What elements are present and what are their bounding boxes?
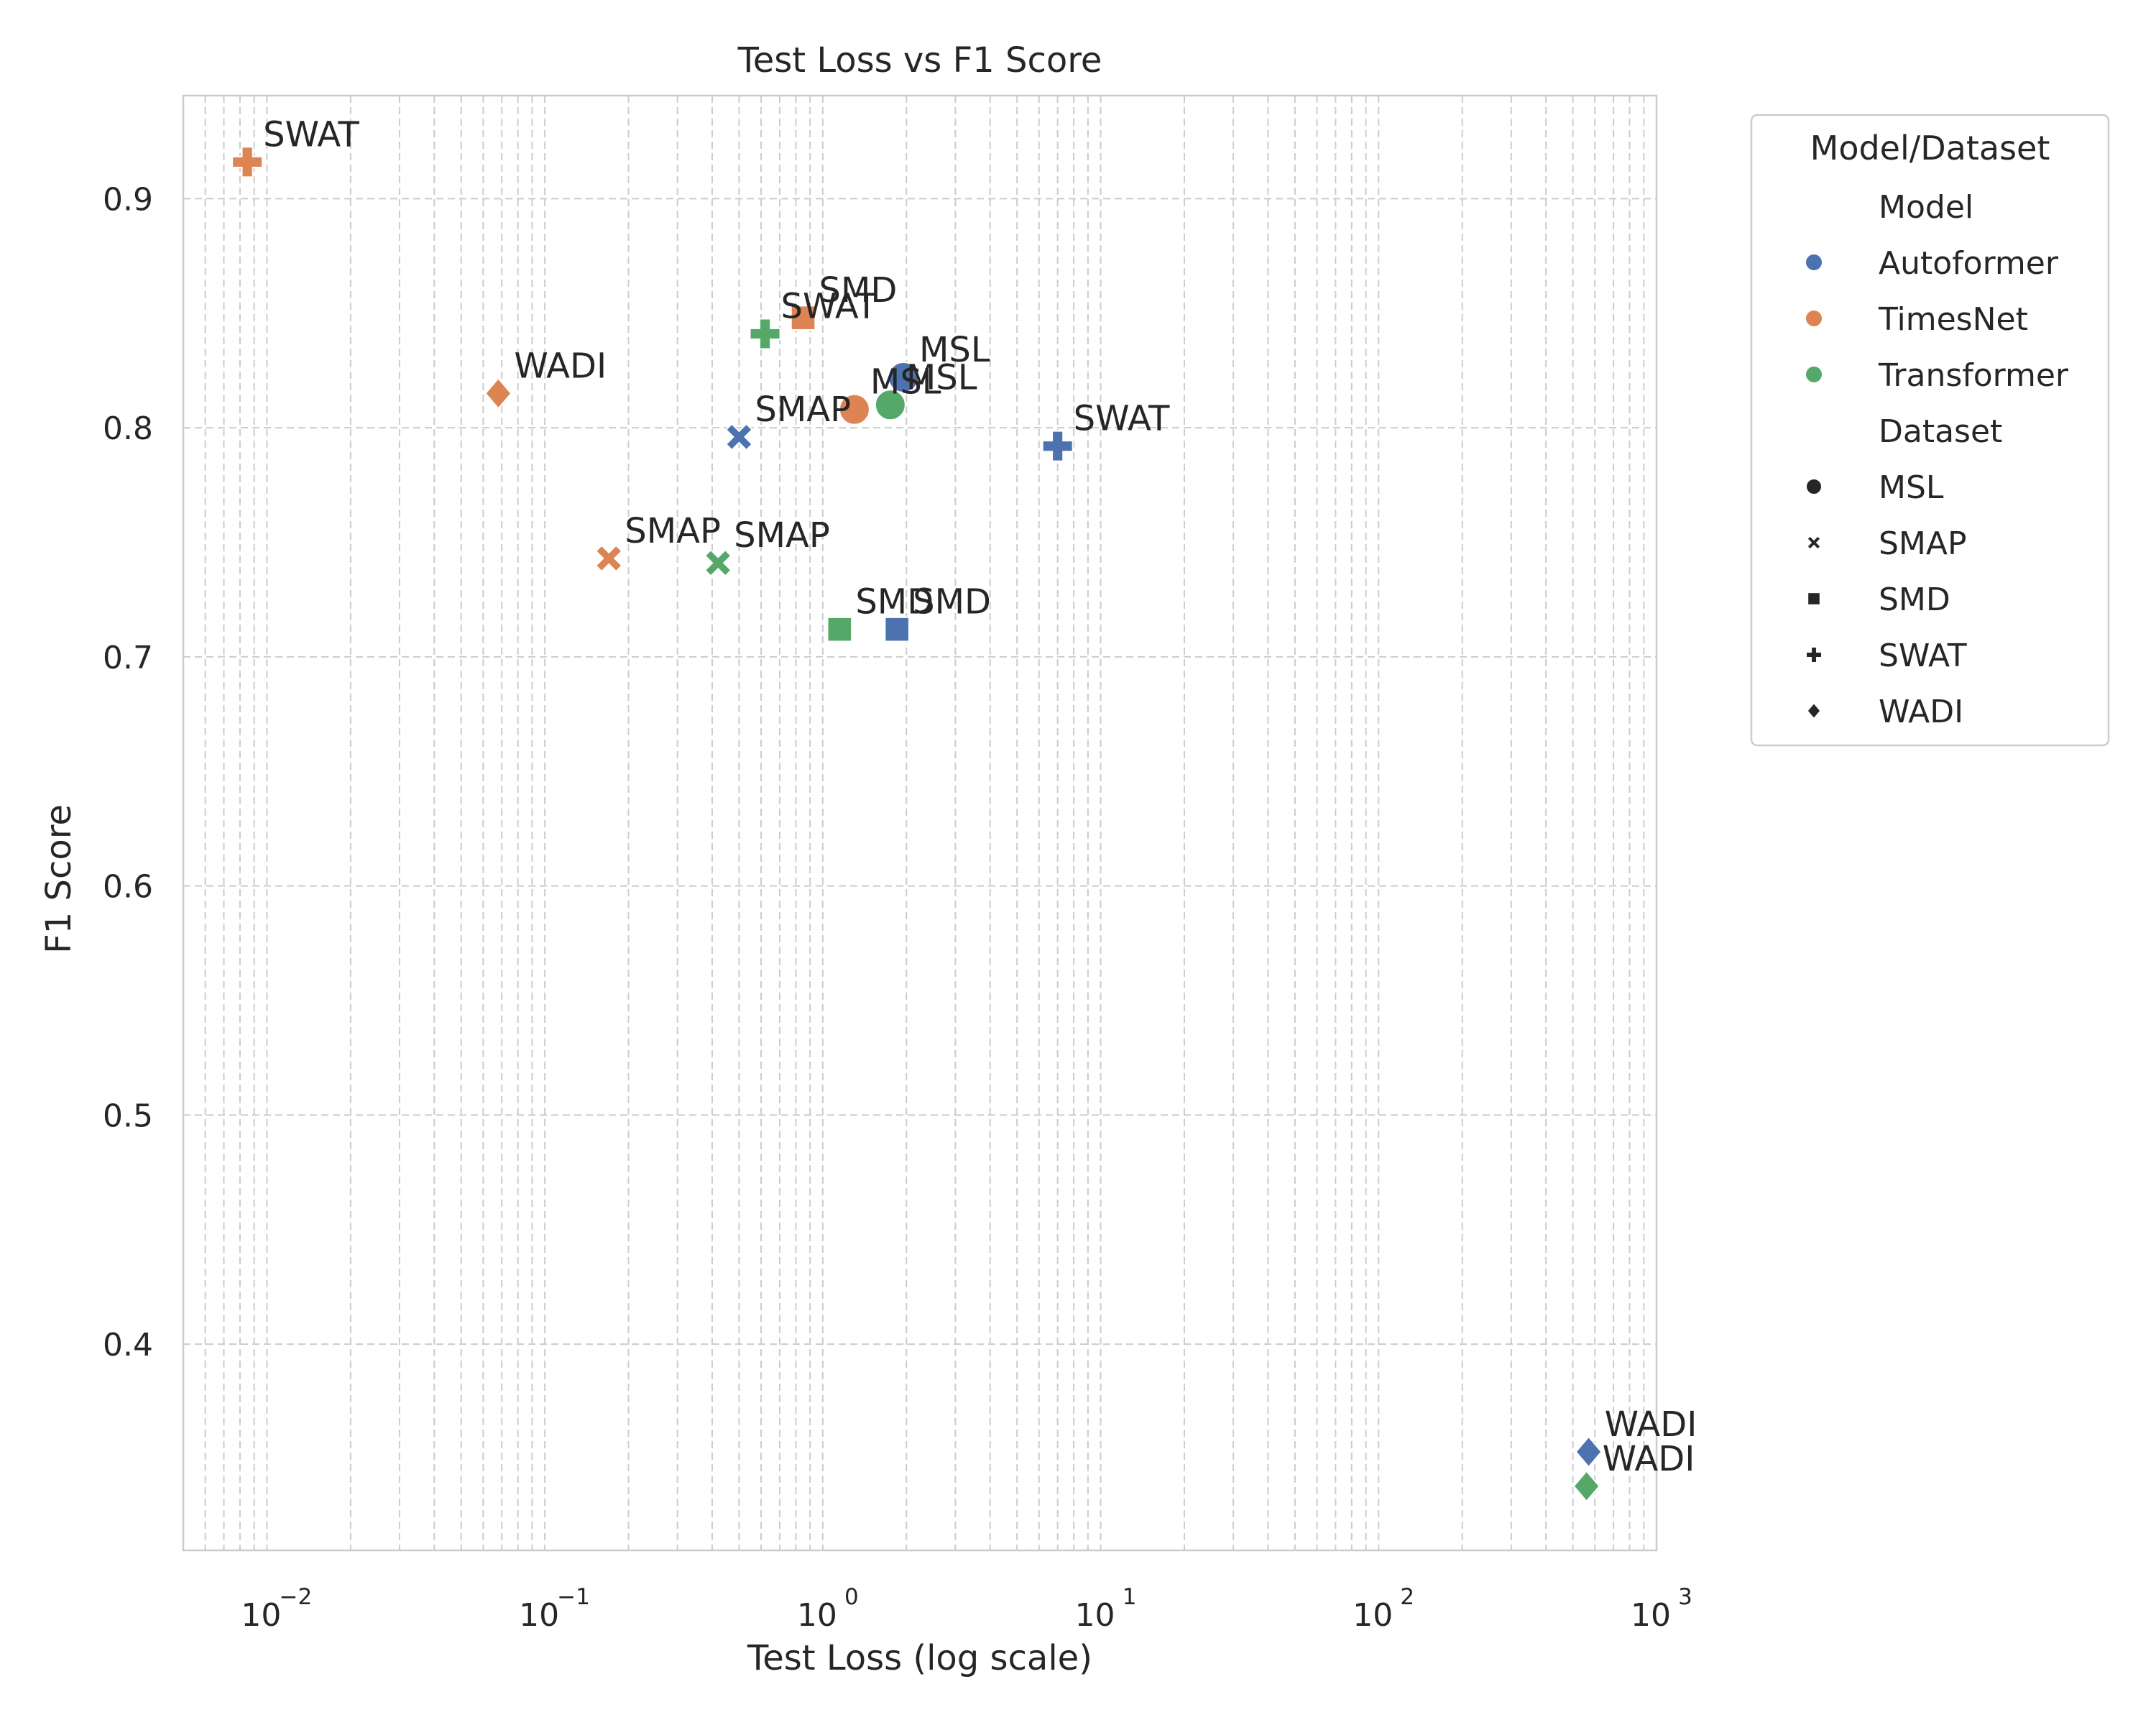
legend-swatch-transformer	[1805, 365, 1823, 384]
legend-model-heading: Model	[1879, 189, 1973, 226]
legend-item-label: SMAP	[1879, 525, 1967, 562]
y-tick-label: 0.6	[103, 869, 153, 906]
point-timesnet-wadi	[484, 377, 512, 410]
x-axis-label: Test Loss (log scale)	[747, 1638, 1092, 1678]
x-tick-exponent: −1	[557, 1584, 590, 1610]
y-tick-label: 0.9	[103, 181, 153, 218]
x-tick-exponent: 1	[1123, 1584, 1137, 1610]
point-label: WADI	[1603, 1439, 1695, 1479]
point-timesnet-msl	[838, 393, 870, 426]
x-tick-label: 10	[241, 1597, 281, 1634]
y-tick-label: 0.7	[103, 640, 153, 676]
point-transformer-smd	[826, 616, 853, 643]
x-tick-labels: 10−2 10−1 10 0 10 1 10 2 10 3	[241, 1584, 1692, 1634]
legend-item-label: WADI	[1879, 694, 1963, 730]
point-label: SMD	[855, 582, 934, 622]
legend-title: Model/Dataset	[1810, 129, 2050, 167]
x-tick-label: 10	[1075, 1597, 1115, 1634]
point-label: SMD	[819, 270, 898, 310]
y-tick-labels: 0.4 0.5 0.6 0.7 0.8 0.9	[103, 181, 153, 1363]
plot-frame	[182, 94, 1658, 1552]
y-tick-label: 0.8	[103, 410, 153, 447]
x-tick-label: 10	[1631, 1597, 1671, 1634]
legend-marker-smap	[1806, 535, 1822, 551]
x-tick-exponent: 3	[1678, 1584, 1692, 1610]
point-label: WADI	[1605, 1404, 1697, 1445]
legend-swatch-timesnet	[1805, 309, 1823, 328]
x-tick-exponent: −2	[280, 1584, 313, 1610]
y-tick-label: 0.4	[103, 1327, 153, 1363]
legend-box	[1750, 114, 2110, 747]
legend: Model/Dataset Model Autoformer TimesNet Tra…	[1750, 114, 2110, 747]
x-tick-exponent: 2	[1400, 1584, 1414, 1610]
point-autoformer-smap	[724, 423, 753, 451]
point-transformer-smap	[704, 548, 732, 577]
legend-item-label: SWAT	[1879, 638, 1967, 674]
legend-dataset-heading: Dataset	[1879, 413, 2002, 450]
point-label: SWAT	[263, 114, 359, 155]
legend-swatch-autoformer	[1805, 253, 1823, 272]
point-label: WADI	[514, 346, 607, 386]
point-autoformer-smd	[884, 616, 910, 643]
legend-marker-smd	[1807, 592, 1821, 606]
point-label: SMAP	[755, 390, 851, 430]
legend-items: Model Autoformer TimesNet Transformer Datase…	[1805, 189, 2069, 730]
x-tick-label: 10	[519, 1597, 559, 1634]
point-label: SMAP	[625, 511, 721, 551]
point-label: MSL	[919, 330, 990, 370]
legend-item-label: Autoformer	[1879, 245, 2059, 282]
x-tick-label: 10	[1353, 1597, 1393, 1634]
y-axis-label: F1 Score	[39, 804, 79, 954]
point-autoformer-swat	[1041, 430, 1074, 462]
point-label: MSL	[906, 357, 977, 397]
point-label: SMAP	[734, 515, 830, 556]
legend-item-label: SMD	[1879, 581, 1950, 618]
minor-gridlines	[183, 96, 1645, 1550]
point-label: SWAT	[1074, 399, 1170, 439]
point-autoformer-msl	[888, 362, 920, 394]
y-tick-label: 0.5	[103, 1098, 153, 1134]
point-label: SWAT	[781, 286, 877, 326]
chart-title: Test Loss vs F1 Score	[737, 40, 1102, 80]
point-transformer-msl	[874, 389, 906, 421]
point-label: MSL	[870, 362, 941, 402]
point-timesnet-swat	[231, 146, 264, 178]
legend-marker-wadi	[1806, 702, 1822, 720]
point-autoformer-wadi	[1575, 1435, 1603, 1468]
point-timesnet-smap	[594, 544, 623, 573]
x-tick-exponent: 0	[844, 1584, 859, 1610]
legend-marker-msl	[1805, 478, 1823, 495]
point-label: SMD	[913, 582, 991, 622]
legend-marker-swat	[1805, 646, 1823, 663]
point-transformer-wadi	[1572, 1470, 1600, 1503]
x-tick-label: 10	[797, 1597, 837, 1634]
data-points	[231, 146, 1603, 1503]
legend-item-label: TimesNet	[1878, 301, 2028, 338]
point-timesnet-smd	[790, 305, 816, 331]
legend-item-label: MSL	[1879, 469, 1944, 506]
legend-item-label: Transformer	[1878, 357, 2069, 394]
point-transformer-swat	[749, 318, 781, 350]
